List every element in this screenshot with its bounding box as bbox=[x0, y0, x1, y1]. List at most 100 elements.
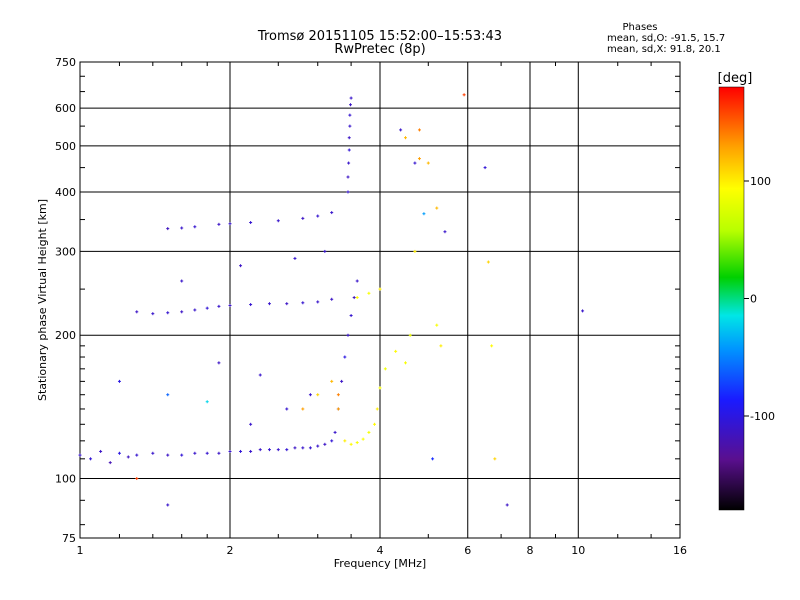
data-point bbox=[343, 355, 347, 359]
data-points bbox=[78, 93, 585, 507]
plot-frame bbox=[79, 61, 681, 539]
data-point bbox=[293, 256, 297, 260]
data-point bbox=[347, 161, 351, 165]
x-tick-label: 6 bbox=[464, 544, 471, 557]
data-point bbox=[285, 407, 289, 411]
data-point bbox=[422, 212, 426, 216]
y-tick-label: 500 bbox=[55, 140, 76, 153]
x-axis-label: Frequency [MHz] bbox=[334, 557, 426, 570]
data-point bbox=[89, 457, 93, 461]
data-point bbox=[435, 206, 439, 210]
data-point bbox=[99, 449, 103, 453]
y-tick-label: 400 bbox=[55, 186, 76, 199]
data-point bbox=[340, 379, 344, 383]
data-point bbox=[355, 441, 359, 445]
data-point bbox=[228, 449, 232, 453]
data-point bbox=[323, 442, 327, 446]
y-axis-label: Stationary phase Virtual Height [km] bbox=[36, 199, 49, 401]
data-point bbox=[308, 393, 312, 397]
y-tick-label: 600 bbox=[55, 102, 76, 115]
data-point bbox=[249, 303, 253, 307]
x-tick-label: 16 bbox=[673, 544, 687, 557]
data-point bbox=[180, 453, 184, 457]
x-tick-label: 4 bbox=[377, 544, 384, 557]
data-point bbox=[249, 449, 253, 453]
data-point bbox=[408, 333, 412, 337]
data-point bbox=[349, 442, 353, 446]
data-point bbox=[316, 300, 320, 304]
data-point bbox=[323, 249, 327, 253]
data-point bbox=[352, 296, 356, 300]
data-point bbox=[166, 227, 170, 231]
data-point bbox=[135, 453, 139, 457]
data-point bbox=[239, 264, 243, 268]
data-point bbox=[346, 190, 350, 194]
data-point bbox=[166, 453, 170, 457]
y-tick-labels: 75 100 200 300 400 500 600 750 bbox=[55, 56, 76, 545]
phases-line-o: mean, sd,O: -91.5, 15.7 bbox=[607, 33, 725, 44]
data-point bbox=[367, 291, 371, 295]
data-point bbox=[493, 457, 497, 461]
chart-subtitle: RwPretec (8p) bbox=[334, 42, 425, 57]
data-point bbox=[462, 93, 466, 97]
data-point bbox=[333, 430, 337, 434]
data-point bbox=[267, 448, 271, 452]
data-point bbox=[373, 422, 377, 426]
data-point bbox=[505, 503, 509, 507]
data-point bbox=[180, 226, 184, 230]
data-point bbox=[308, 446, 312, 450]
data-point bbox=[367, 430, 371, 434]
chart-title: Tromsø 20151105 15:52:00–15:53:43 bbox=[257, 29, 502, 44]
y-tick-label: 100 bbox=[55, 473, 76, 486]
data-point bbox=[413, 161, 417, 165]
data-point bbox=[394, 349, 398, 353]
grid-lines bbox=[80, 62, 680, 538]
data-point bbox=[378, 287, 382, 291]
data-point bbox=[205, 306, 209, 310]
colorbar bbox=[718, 86, 745, 511]
data-point bbox=[285, 302, 289, 306]
data-point bbox=[135, 477, 139, 481]
data-point bbox=[258, 373, 262, 377]
data-point bbox=[258, 448, 262, 452]
x-tick-label: 1 bbox=[77, 544, 84, 557]
data-point bbox=[316, 393, 320, 397]
data-point bbox=[301, 301, 305, 305]
y-tick-label: 200 bbox=[55, 329, 76, 342]
data-point bbox=[413, 249, 417, 253]
data-point bbox=[361, 437, 365, 441]
data-point bbox=[228, 222, 232, 226]
colorbar-tick-label: 0 bbox=[750, 293, 757, 306]
data-point bbox=[249, 422, 253, 426]
data-point bbox=[151, 451, 155, 455]
x-tick-label: 8 bbox=[527, 544, 534, 557]
data-point bbox=[301, 446, 305, 450]
data-point bbox=[166, 311, 170, 315]
data-point bbox=[249, 221, 253, 225]
data-point bbox=[348, 113, 352, 117]
data-point bbox=[117, 379, 121, 383]
data-point bbox=[228, 303, 232, 307]
data-point bbox=[205, 400, 209, 404]
data-point bbox=[347, 136, 351, 140]
phases-heading: Phases bbox=[622, 22, 657, 33]
data-point bbox=[581, 309, 585, 313]
data-point bbox=[316, 214, 320, 218]
data-point bbox=[217, 222, 221, 226]
data-point bbox=[417, 128, 421, 132]
data-point bbox=[276, 448, 280, 452]
data-point bbox=[205, 451, 209, 455]
data-point bbox=[301, 216, 305, 220]
data-point bbox=[355, 279, 359, 283]
phases-line-x: mean, sd,X: 91.8, 20.1 bbox=[607, 44, 721, 55]
data-point bbox=[431, 457, 435, 461]
x-tick-labels: 1 2 4 6 8 10 16 bbox=[77, 544, 688, 557]
data-point bbox=[293, 446, 297, 450]
data-point bbox=[78, 453, 82, 457]
data-point bbox=[347, 148, 351, 152]
data-point bbox=[348, 124, 352, 128]
colorbar-tick-label: 100 bbox=[750, 175, 771, 188]
data-point bbox=[126, 455, 130, 459]
data-point bbox=[426, 161, 430, 165]
